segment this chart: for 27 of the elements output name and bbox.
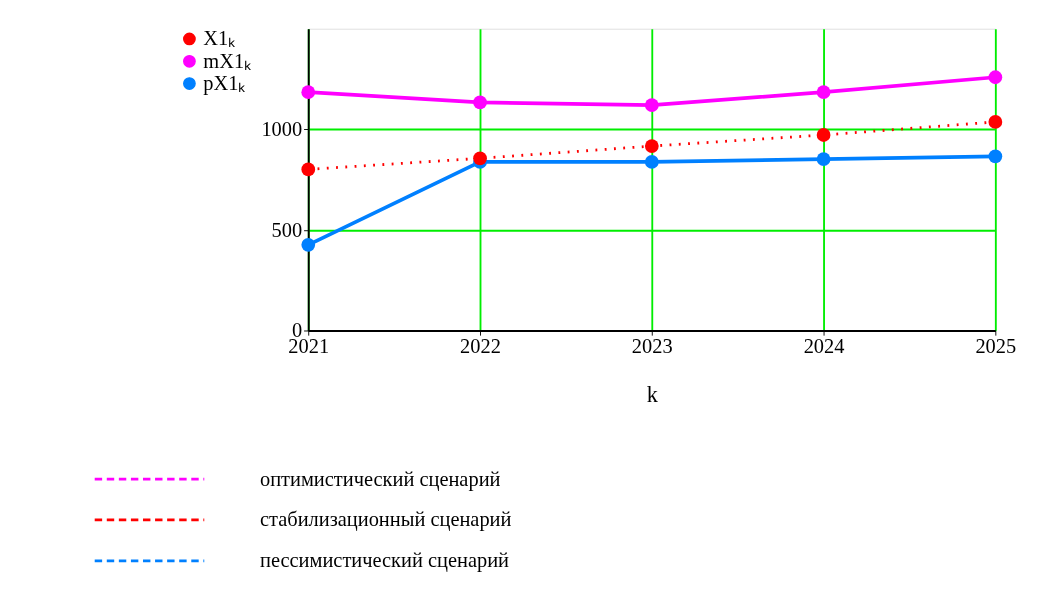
point	[301, 85, 316, 100]
point	[301, 237, 316, 252]
x-tick-label: 2022	[460, 335, 501, 358]
legend-label: pX1ₖ	[203, 72, 246, 96]
x-tick-label: 2025	[975, 335, 1017, 358]
text: оптимистический сценарий	[259, 467, 501, 491]
y-tick-label: 500	[271, 218, 303, 241]
point	[816, 85, 831, 100]
text: пессимистический сценарий	[259, 549, 510, 573]
point	[301, 162, 316, 177]
point	[473, 151, 487, 166]
point	[644, 139, 659, 153]
point	[988, 70, 1003, 85]
legend-label: mX1ₖ	[203, 49, 252, 72]
point	[473, 95, 487, 110]
x-axis-title: k	[646, 382, 659, 408]
text: стабилизационный сценарий	[259, 508, 512, 532]
point	[816, 128, 831, 142]
x-tick-label: 2023	[631, 335, 673, 358]
point	[816, 152, 831, 166]
point	[644, 155, 659, 169]
point	[988, 115, 1003, 129]
point	[644, 98, 659, 113]
x-tick-label: 2024	[803, 335, 845, 358]
point	[988, 149, 1003, 164]
y-tick-label: 1000	[261, 118, 303, 141]
legend-label: X1ₖ	[203, 27, 236, 50]
